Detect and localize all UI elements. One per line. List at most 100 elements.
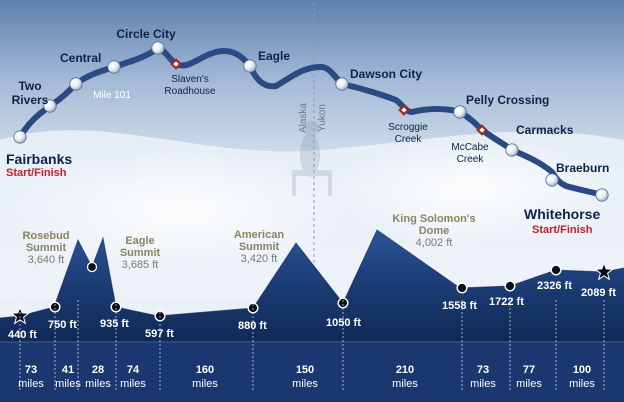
summit-name: Summit: [26, 242, 67, 254]
elevation-label: 2326 ft: [537, 280, 572, 292]
dot-marker-icon: [110, 301, 122, 313]
border-label-yukon: Yukon: [317, 104, 328, 132]
elevation-point: 597 ft: [145, 310, 174, 340]
star-marker-icon: [10, 305, 30, 325]
circle-marker-icon: [595, 188, 609, 202]
distance-segment: 73 miles: [18, 364, 44, 390]
circle-marker-icon: [453, 105, 467, 119]
checkpoint-label: Braeburn: [556, 161, 609, 175]
distance-unit: miles: [569, 378, 595, 390]
summit-name: Rosebud: [22, 230, 69, 242]
distance-value: 160: [196, 364, 214, 376]
checkpoint-mile-101: Mile 101: [93, 60, 131, 101]
checkpoint-label: Scroggie: [388, 122, 428, 133]
distance-unit: miles: [18, 378, 44, 390]
distance-unit: miles: [516, 378, 542, 390]
distance-value: 28: [92, 364, 104, 376]
distance-segment: 100 miles: [569, 364, 595, 390]
checkpoint-label: Pelly Crossing: [466, 93, 549, 107]
diamond-marker-icon: [476, 124, 488, 136]
summit-elevation: 3,640 ft: [28, 254, 65, 266]
mist-glow: [10, 150, 350, 270]
elevation-point: 440 ft: [8, 305, 37, 341]
checkpoint-dawson-city: Dawson City: [335, 67, 422, 91]
dot-marker-icon: [550, 264, 562, 276]
elevation-point: 1722 ft: [489, 280, 524, 308]
distance-segment-layer: 73 miles 41 miles 28 miles 74 miles 160 miles 150 m…: [18, 300, 605, 392]
distance-value: 100: [573, 364, 591, 376]
summit-name: Eagle: [125, 235, 154, 247]
distance-unit: miles: [292, 378, 318, 390]
elevation-label: 880 ft: [238, 320, 267, 332]
elevation-point: 1558 ft: [442, 282, 477, 312]
checkpoint-label: Circle City: [116, 27, 176, 41]
distance-segment: 41 miles: [55, 364, 81, 390]
checkpoint-carmacks: Carmacks: [505, 123, 574, 157]
distance-unit: miles: [470, 378, 496, 390]
start-finish-label: Start/Finish: [6, 167, 67, 179]
distance-value: 74: [127, 364, 140, 376]
checkpoint-label: Eagle: [258, 49, 290, 63]
distance-segment: 28 miles: [85, 364, 111, 390]
distance-value: 150: [296, 364, 314, 376]
dot-marker-icon: [49, 301, 61, 313]
distance-unit: miles: [192, 378, 218, 390]
circle-marker-icon: [43, 99, 57, 113]
checkpoint-label: Dawson City: [350, 67, 422, 81]
checkpoint-label: Roadhouse: [164, 86, 216, 97]
checkpoint-label: McCabe: [451, 142, 489, 153]
checkpoint-circle-city: Circle City: [116, 27, 176, 55]
checkpoint-label: Fairbanks: [6, 151, 72, 167]
dot-marker-icon: [337, 297, 349, 309]
circle-marker-icon: [545, 173, 559, 187]
summit-name: Dome: [419, 225, 450, 237]
elevation-label: 1722 ft: [489, 296, 524, 308]
summit-name: Summit: [239, 241, 280, 253]
elevation-point: 935 ft: [100, 301, 129, 330]
checkpoint-label: Mile 101: [93, 90, 131, 101]
star-marker-icon: [594, 261, 614, 281]
checkpoint-label: Central: [60, 51, 101, 65]
distance-unit: miles: [55, 378, 81, 390]
checkpoint-label: Rivers: [12, 93, 49, 107]
distance-unit: miles: [392, 378, 418, 390]
distance-segment: 150 miles: [292, 364, 318, 390]
distance-segment: 160 miles: [192, 364, 218, 390]
elevation-profile-area: [0, 230, 624, 342]
diamond-marker-icon: [398, 104, 410, 116]
circle-marker-icon: [505, 143, 519, 157]
border-label-alaska: Alaska: [298, 103, 309, 133]
circle-marker-icon: [13, 130, 27, 144]
elevation-label: 750 ft: [48, 319, 77, 331]
distance-segment: 210 miles: [392, 364, 418, 390]
checkpoint-label: Carmacks: [516, 123, 574, 137]
checkpoint-label: Creek: [395, 134, 423, 145]
circle-marker-icon: [151, 41, 165, 55]
checkpoint-label: Whitehorse: [524, 206, 600, 222]
checkpoint-eagle: Eagle: [243, 49, 290, 73]
elevation-point: 1050 ft: [326, 297, 361, 329]
circle-marker-icon: [243, 59, 257, 73]
distance-band: [0, 342, 624, 402]
elevation-label: 1558 ft: [442, 300, 477, 312]
dot-marker-icon: [456, 282, 468, 294]
summit-name: American: [234, 229, 284, 241]
summit-elevation: 3,685 ft: [122, 259, 159, 271]
summit-name: King Solomon's: [392, 213, 475, 225]
diamond-marker-icon: [170, 58, 182, 70]
dot-marker-icon: [86, 261, 98, 273]
distance-value: 73: [25, 364, 37, 376]
circle-marker-icon: [69, 77, 83, 91]
distance-value: 41: [62, 364, 74, 376]
summit-elevation: 4,002 ft: [416, 237, 453, 249]
